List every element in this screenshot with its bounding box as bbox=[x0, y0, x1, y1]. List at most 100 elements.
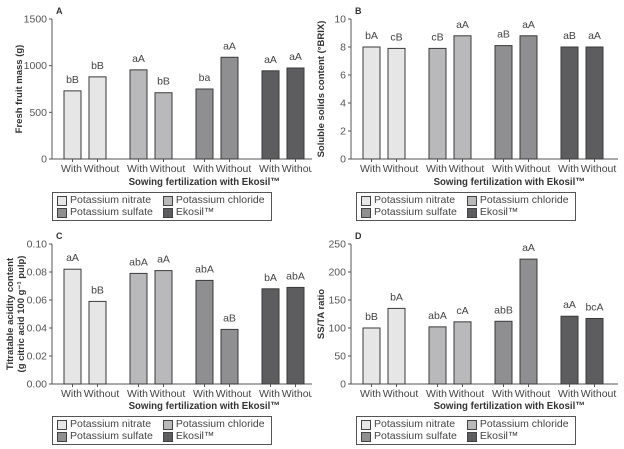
bar-potassium-chloride-without bbox=[453, 321, 472, 385]
data-label: aA bbox=[132, 53, 145, 65]
chart-a-svg: A 0 500 1000 1500 Fresh fruit mass (g) bB With b… bbox=[14, 6, 312, 175]
legend-label: Potassium nitrate bbox=[374, 418, 456, 430]
legend-label: Potassium sulfate bbox=[70, 430, 153, 442]
x-tick-label: With bbox=[492, 388, 513, 400]
y-tick-label: 0 bbox=[41, 154, 47, 166]
x-axis-title-b: Sowing fertilization with Ekosil™ bbox=[433, 176, 585, 188]
x-tick-label: With bbox=[360, 163, 381, 175]
y-tick-label: 500 bbox=[29, 107, 47, 119]
x-axis-title-d: Sowing fertilization with Ekosil™ bbox=[433, 400, 585, 412]
panel-a: A 0 500 1000 1500 Fresh fruit mass (g) bB With b… bbox=[0, 0, 312, 224]
x-tick-label: Without bbox=[515, 163, 551, 175]
chart-c-svg: C 0.00 0.02 0.04 0.06 0.08 0.10 Titratable acid… bbox=[5, 231, 312, 400]
legend-item-potassium-chloride: Potassium chloride bbox=[162, 194, 265, 206]
y-axis-title-line2: (g citric acid 100 g⁻¹ pulp) bbox=[16, 256, 27, 373]
bar-potassium-chloride-with bbox=[428, 326, 447, 385]
data-label: abA bbox=[428, 310, 447, 322]
data-label: aB bbox=[563, 30, 576, 42]
bar-potassium-nitrate-without bbox=[387, 47, 406, 160]
data-label: bB bbox=[91, 284, 104, 296]
legend-swatch-icon bbox=[57, 207, 67, 218]
y-tick-label: 0.00 bbox=[27, 379, 48, 391]
legend-swatch-icon bbox=[361, 419, 371, 430]
x-tick-label: Without bbox=[216, 388, 252, 400]
bar-potassium-sulfate-with bbox=[494, 320, 513, 385]
x-axis-title-c: Sowing fertilization with Ekosil™ bbox=[128, 400, 280, 412]
legend-label: Potassium chloride bbox=[479, 194, 569, 206]
y-axis-title: Fresh fruit mass (g) bbox=[14, 45, 25, 134]
x-tick-label: Without bbox=[150, 388, 186, 400]
x-tick-label: With bbox=[259, 163, 280, 175]
legend-swatch-icon bbox=[162, 195, 173, 206]
y-tick-label: 0.06 bbox=[27, 295, 48, 307]
legend-item-potassium-chloride: Potassium chloride bbox=[466, 418, 569, 430]
legend-label: Potassium chloride bbox=[479, 418, 569, 430]
panel-label: C bbox=[56, 231, 63, 241]
legend-label: Potassium sulfate bbox=[374, 430, 457, 442]
bar-potassium-sulfate-with bbox=[195, 279, 214, 385]
legend-swatch-icon bbox=[162, 431, 173, 442]
bar-potassium-chloride-with bbox=[129, 272, 148, 385]
bar-potassium-chloride-without bbox=[154, 270, 173, 385]
legend-swatch-icon bbox=[466, 431, 477, 442]
data-label: ba bbox=[199, 72, 211, 84]
x-tick-label: Without bbox=[581, 163, 617, 175]
chart-d-svg: D 0 50 100 150 200 250 SS/TA ratio bB With bA Witho… bbox=[316, 231, 618, 400]
data-label: bB bbox=[157, 76, 170, 88]
x-tick-label: Without bbox=[383, 388, 419, 400]
data-label: abA bbox=[129, 256, 148, 268]
legend-item-potassium-nitrate: Potassium nitrate bbox=[361, 195, 457, 206]
panel-label: D bbox=[355, 231, 362, 241]
x-tick-label: Without bbox=[515, 388, 551, 400]
x-tick-label: Without bbox=[84, 388, 120, 400]
x-tick-label: Without bbox=[449, 163, 485, 175]
bar-potassium-chloride-without bbox=[154, 92, 173, 160]
data-label: cB bbox=[431, 31, 443, 43]
legend-item-potassium-sulfate: Potassium sulfate bbox=[361, 207, 457, 218]
x-tick-label: With bbox=[360, 388, 381, 400]
x-tick-label: With bbox=[127, 388, 148, 400]
legend-item-potassium-sulfate: Potassium sulfate bbox=[361, 431, 457, 442]
bar-potassium-sulfate-without bbox=[519, 35, 538, 160]
chart-b-svg: B 0 2 4 6 8 10 Soluble solids content (°BRIX) bA… bbox=[316, 6, 618, 175]
data-label: aA bbox=[522, 242, 535, 254]
y-tick-label: 10 bbox=[334, 14, 346, 26]
legend-item-potassium-sulfate: Potassium sulfate bbox=[57, 207, 153, 218]
bar-ekosil--with bbox=[560, 315, 579, 385]
legend-swatch-icon bbox=[466, 207, 477, 218]
legend-label: Potassium chloride bbox=[175, 194, 265, 206]
x-tick-label: With bbox=[426, 388, 447, 400]
x-tick-label: Without bbox=[84, 163, 120, 175]
bar-ekosil--without bbox=[585, 46, 604, 160]
y-tick-label: 0.04 bbox=[27, 323, 48, 335]
legend-swatch-icon bbox=[162, 207, 173, 218]
bar-potassium-sulfate-with bbox=[494, 45, 513, 160]
y-tick-label: 6 bbox=[340, 70, 346, 82]
legend-swatch-icon bbox=[361, 431, 371, 442]
bar-ekosil--with bbox=[261, 288, 280, 385]
data-label: aA bbox=[588, 30, 601, 42]
x-tick-label: With bbox=[61, 388, 82, 400]
x-tick-label: With bbox=[426, 163, 447, 175]
legend-item-ekosil: Ekosil™ bbox=[162, 431, 265, 442]
y-tick-label: 200 bbox=[328, 267, 346, 279]
x-tick-label: Without bbox=[581, 388, 617, 400]
data-label: abA bbox=[286, 270, 305, 282]
legend-swatch-icon bbox=[162, 419, 173, 430]
bar-potassium-sulfate-without bbox=[220, 56, 239, 160]
data-label: abA bbox=[195, 263, 214, 275]
legend-a: Potassium nitrate Potassium chloride Pot… bbox=[52, 192, 272, 221]
data-label: aA bbox=[289, 51, 302, 63]
x-tick-label: Without bbox=[282, 388, 312, 400]
legend-swatch-icon bbox=[361, 207, 371, 218]
data-label: aA bbox=[522, 19, 535, 31]
bar-ekosil--without bbox=[585, 317, 604, 385]
y-tick-label: 0 bbox=[340, 154, 346, 166]
bar-potassium-nitrate-with bbox=[63, 268, 82, 385]
y-tick-label: 2 bbox=[340, 126, 346, 138]
data-label: bB bbox=[91, 60, 104, 72]
legend-item-ekosil: Ekosil™ bbox=[466, 431, 569, 442]
legend-label: Potassium nitrate bbox=[374, 194, 456, 206]
bar-potassium-sulfate-without bbox=[220, 328, 239, 385]
legend-item-potassium-nitrate: Potassium nitrate bbox=[361, 419, 457, 430]
